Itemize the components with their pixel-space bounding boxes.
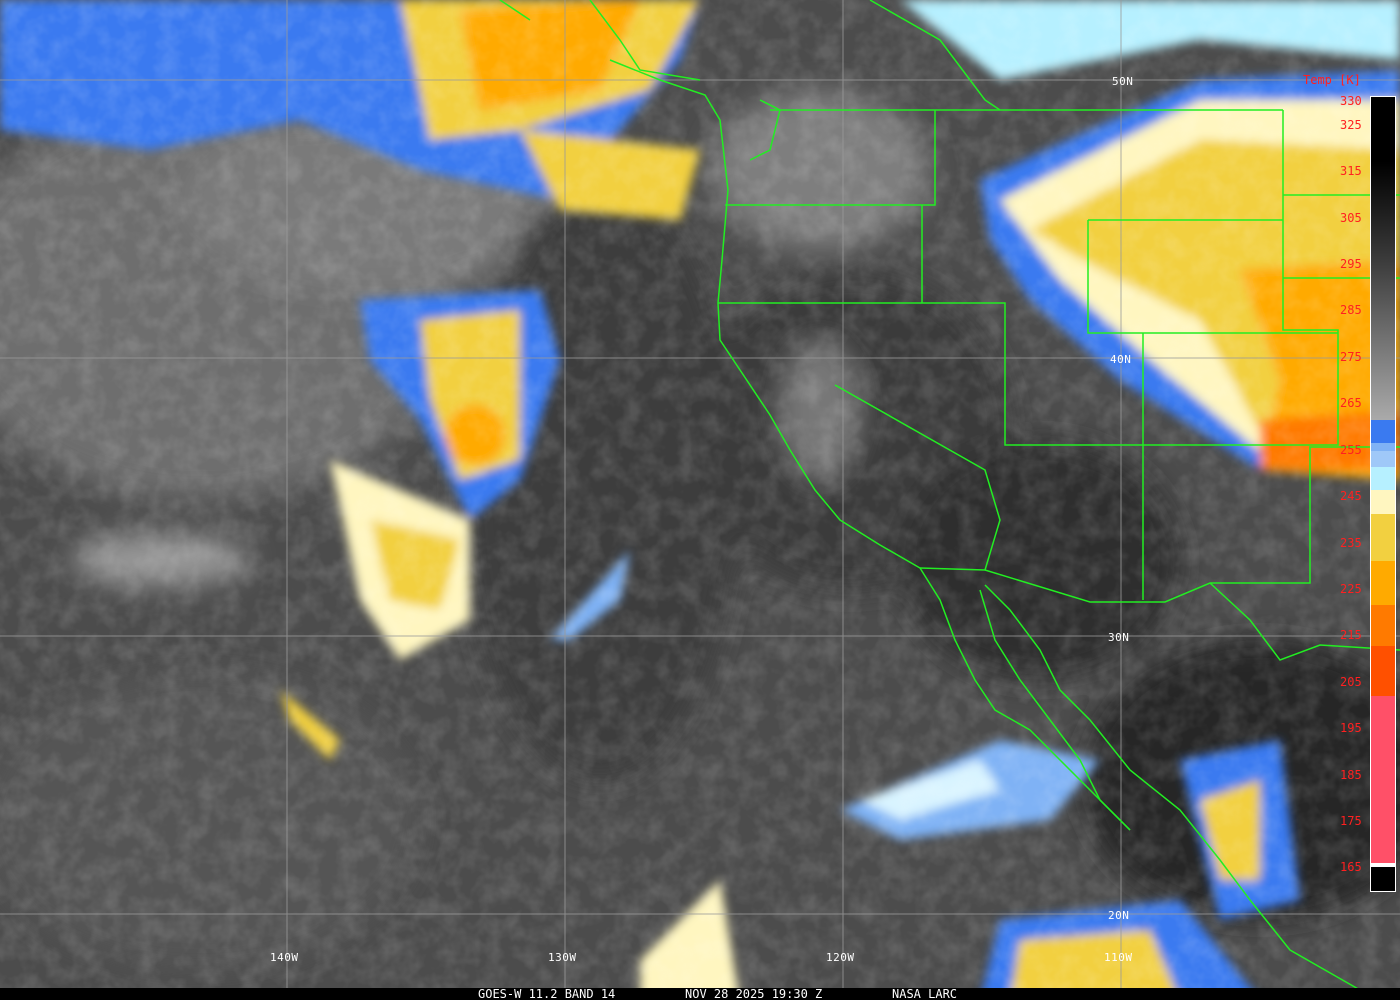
colorbar-tick-label: 330 <box>1340 94 1362 108</box>
colorbar-blue <box>1371 420 1395 443</box>
colorbar-orange <box>1371 605 1395 646</box>
colorbar-tick-label: 275 <box>1340 350 1362 364</box>
colorbar-tick-label: 285 <box>1340 303 1362 317</box>
colorbar-separator <box>1371 863 1395 867</box>
colorbar-yellow <box>1371 514 1395 561</box>
colorbar-pink <box>1371 696 1395 863</box>
temperature-colorbar <box>1370 96 1396 892</box>
legend-title: Temp [K] <box>1303 73 1361 87</box>
lat-label-30n: 30N <box>1108 631 1130 644</box>
colorbar-tick-label: 205 <box>1340 675 1362 689</box>
colorbar-tick-label: 225 <box>1340 582 1362 596</box>
lon-label-120w: 120W <box>826 951 855 964</box>
caption-satellite: GOES-W 11.2 BAND 14 <box>478 987 616 1000</box>
coastline-west <box>609 59 1131 831</box>
colorbar-tick-label: 255 <box>1340 443 1362 457</box>
caption-datetime: NOV 28 2025 19:30 Z <box>685 987 823 1000</box>
colorbar-orange-yellow <box>1371 561 1395 605</box>
colorbar-tick-label: 245 <box>1340 489 1362 503</box>
caption-bar: GOES-W 11.2 BAND 14 NOV 28 2025 19:30 Z … <box>0 988 1400 1000</box>
colorbar-black <box>1371 867 1395 891</box>
colorbar-gray <box>1371 97 1395 420</box>
lat-label-50n: 50N <box>1112 75 1134 88</box>
colorbar-tick-label: 195 <box>1340 721 1362 735</box>
colorbar-cyan <box>1371 467 1395 490</box>
colorbar-tick-label: 185 <box>1340 768 1362 782</box>
coastline-mexico <box>984 584 1361 991</box>
colorbar-tick-label: 215 <box>1340 628 1362 642</box>
colorbar-tick-label: 295 <box>1340 257 1362 271</box>
colorbar-lighter-blue <box>1371 451 1395 467</box>
lon-label-140w: 140W <box>270 951 299 964</box>
colorbar-red-orange <box>1371 646 1395 696</box>
lon-label-130w: 130W <box>548 951 577 964</box>
caption-source: NASA LARC <box>892 987 958 1000</box>
coastline-baja-east <box>979 589 1131 831</box>
colorbar-light-blue <box>1371 443 1395 451</box>
lat-label-20n: 20N <box>1108 909 1130 922</box>
political-borders <box>499 0 1400 991</box>
colorbar-tick-label: 325 <box>1340 118 1362 132</box>
lat-label-40n: 40N <box>1110 353 1132 366</box>
colorbar-tick-label: 235 <box>1340 536 1362 550</box>
colorbar-tick-label: 175 <box>1340 814 1362 828</box>
colorbar-tick-label: 315 <box>1340 164 1362 178</box>
colorbar-pale-yellow <box>1371 490 1395 514</box>
colorbar-tick-label: 305 <box>1340 211 1362 225</box>
colorbar-tick-label: 265 <box>1340 396 1362 410</box>
lon-label-110w: 110W <box>1104 951 1133 964</box>
colorbar-tick-label: 165 <box>1340 860 1362 874</box>
